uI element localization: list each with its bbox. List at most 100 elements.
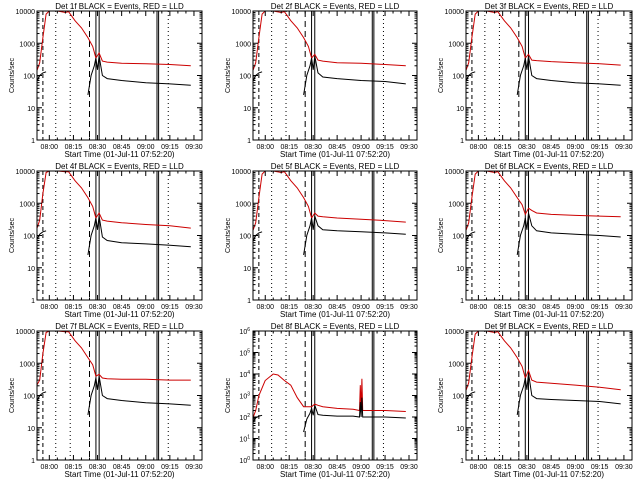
- y-tick-label: 1000: [235, 201, 251, 208]
- panel-title: Det 3f BLACK = Events, RED = LLD: [485, 2, 614, 11]
- x-tick-label: 08:00: [41, 464, 59, 471]
- x-axis-label: Start Time (01-Jul-11 07:52:20): [64, 310, 174, 319]
- x-tick-label: 08:00: [256, 304, 274, 311]
- plot-frame: [36, 330, 203, 461]
- x-tick-label: 08:45: [113, 144, 131, 151]
- x-tick-label: 09:15: [161, 144, 179, 151]
- y-tick-label: 1: [460, 458, 464, 465]
- x-tick-label: 08:45: [542, 304, 560, 311]
- y-tick-label: 100: [23, 234, 35, 241]
- y-tick-label: 10000: [232, 169, 252, 176]
- x-tick-label: 08:30: [89, 304, 107, 311]
- y-axis-label: Counts/sec: [438, 57, 445, 93]
- panel-7: 1 10 100 1000 10000 08:00 08:15 08:30 08:45 09:00…: [9, 322, 203, 479]
- panel-title: Det 9f BLACK = Events, RED = LLD: [485, 322, 614, 331]
- x-tick-label: 09:00: [137, 464, 155, 471]
- y-tick-label: 101: [239, 435, 250, 444]
- x-tick-label: 08:00: [41, 144, 59, 151]
- panel-title: Det 8f BLACK = Events, RED = LLD: [271, 322, 400, 331]
- y-tick-label: 100: [23, 394, 35, 401]
- x-tick-label: 09:15: [161, 464, 179, 471]
- y-tick-label: 10: [27, 266, 35, 273]
- x-tick-label: 09:30: [615, 144, 633, 151]
- panel-title: Det 6f BLACK = Events, RED = LLD: [485, 162, 614, 171]
- y-tick-label: 10000: [16, 9, 36, 16]
- y-tick-label: 1: [31, 298, 35, 305]
- series-lld: [253, 11, 406, 72]
- plot-frame: [465, 330, 633, 461]
- x-tick-label: 09:30: [185, 304, 203, 311]
- y-axis-label: Counts/sec: [438, 377, 445, 413]
- x-tick-label: 09:00: [352, 304, 370, 311]
- y-tick-label: 1000: [19, 41, 35, 48]
- y-tick-label: 100: [452, 74, 464, 81]
- x-tick-label: 09:30: [185, 464, 203, 471]
- panel-3: 1 10 100 1000 10000 08:00 08:15 08:30 08:45 09:00…: [438, 2, 633, 159]
- y-tick-label: 103: [239, 392, 250, 401]
- x-tick-label: 09:30: [400, 464, 418, 471]
- panel-title: Det 7f BLACK = Events, RED = LLD: [55, 322, 184, 331]
- panel-6: 1 10 100 1000 10000 08:00 08:15 08:30 08:45 09:00…: [438, 162, 633, 319]
- series-lld: [466, 11, 621, 72]
- y-tick-label: 1000: [448, 201, 464, 208]
- x-axis-label: Start Time (01-Jul-11 07:52:20): [280, 310, 390, 319]
- series-lld: [37, 11, 191, 72]
- x-tick-label: 09:30: [400, 304, 418, 311]
- panel-title: Det 5f BLACK = Events, RED = LLD: [271, 162, 400, 171]
- y-tick-label: 1000: [448, 361, 464, 368]
- x-tick-label: 09:00: [567, 144, 585, 151]
- y-tick-label: 1: [460, 138, 464, 145]
- x-axis-label: Start Time (01-Jul-11 07:52:20): [280, 150, 390, 159]
- panel-8: 100 101 102 103 104 105 106 08:00 08:15 08:30 08:4…: [225, 322, 418, 479]
- x-tick-label: 09:00: [137, 144, 155, 151]
- y-axis-label: Counts/sec: [438, 217, 445, 253]
- x-axis-label: Start Time (01-Jul-11 07:52:20): [494, 150, 604, 159]
- x-tick-label: 08:45: [328, 144, 346, 151]
- x-axis-label: Start Time (01-Jul-11 07:52:20): [494, 310, 604, 319]
- x-tick-label: 08:30: [304, 144, 322, 151]
- x-tick-label: 08:15: [65, 144, 83, 151]
- x-tick-label: 08:15: [494, 144, 512, 151]
- y-tick-label: 10000: [445, 9, 465, 16]
- series-events: [37, 56, 191, 95]
- y-tick-label: 104: [239, 370, 250, 379]
- y-tick-label: 1: [31, 458, 35, 465]
- x-tick-label: 09:15: [591, 304, 609, 311]
- y-tick-label: 10000: [16, 329, 36, 336]
- x-tick-label: 08:30: [304, 304, 322, 311]
- x-tick-label: 08:30: [89, 464, 107, 471]
- y-tick-label: 105: [239, 349, 250, 358]
- series-events: [37, 376, 191, 415]
- x-tick-label: 08:45: [542, 464, 560, 471]
- x-axis-label: Start Time (01-Jul-11 07:52:20): [280, 470, 390, 479]
- x-tick-label: 08:15: [494, 464, 512, 471]
- panel-1: 1 10 100 1000 10000 08:00 08:15 08:30 08:45 09:00…: [9, 2, 203, 159]
- plot-frame: [252, 170, 418, 301]
- y-tick-label: 10000: [445, 169, 465, 176]
- x-tick-label: 08:00: [470, 304, 488, 311]
- y-tick-label: 10: [456, 266, 464, 273]
- plot-frame: [252, 330, 418, 461]
- x-tick-label: 09:15: [591, 144, 609, 151]
- y-tick-label: 102: [239, 413, 250, 422]
- x-tick-label: 09:00: [567, 464, 585, 471]
- panel-title: Det 1f BLACK = Events, RED = LLD: [55, 2, 184, 11]
- x-tick-label: 08:30: [518, 304, 536, 311]
- x-tick-label: 09:15: [161, 304, 179, 311]
- series-lld: [253, 373, 406, 420]
- y-tick-label: 1: [247, 138, 251, 145]
- series-lld: [466, 171, 621, 232]
- panel-4: 1 10 100 1000 10000 08:00 08:15 08:30 08:45 09:00…: [9, 162, 203, 319]
- x-axis-label: Start Time (01-Jul-11 07:52:20): [64, 150, 174, 159]
- series-lld: [253, 171, 406, 232]
- x-tick-label: 09:15: [376, 304, 394, 311]
- plot-frame: [465, 170, 633, 301]
- x-tick-label: 09:00: [352, 144, 370, 151]
- series-events: [466, 56, 621, 95]
- x-tick-label: 08:15: [65, 464, 83, 471]
- x-tick-label: 08:30: [304, 464, 322, 471]
- y-tick-label: 1000: [19, 361, 35, 368]
- x-tick-label: 09:00: [137, 304, 155, 311]
- y-tick-label: 100: [239, 456, 250, 465]
- x-tick-label: 08:15: [280, 464, 298, 471]
